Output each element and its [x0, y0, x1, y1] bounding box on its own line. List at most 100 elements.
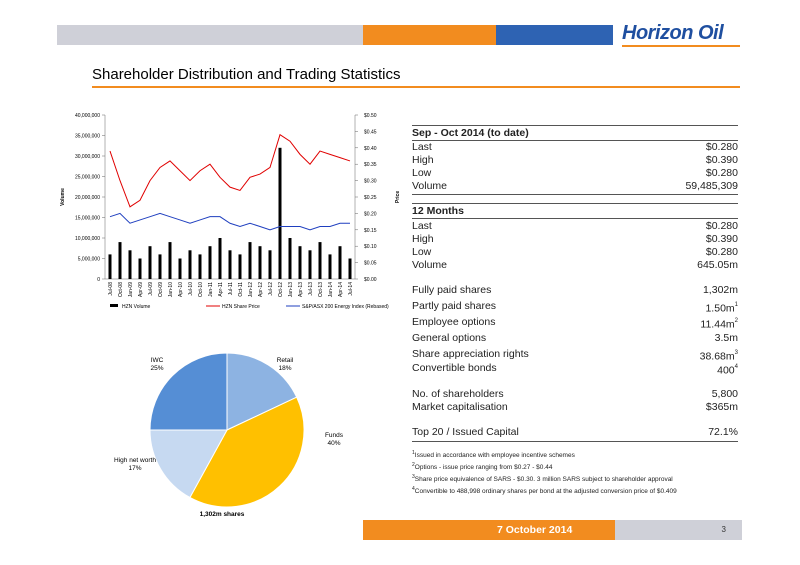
stat-label: General options [412, 332, 487, 344]
section-heading: Sep - Oct 2014 (to date) [412, 127, 529, 139]
stat-value-text: 3.5m [714, 332, 738, 344]
volume-bar [338, 246, 342, 279]
table-rule [412, 218, 738, 219]
volume-bar [188, 250, 192, 279]
stat-value-text: $0.280 [705, 141, 738, 153]
x-tick-label: Oct-13 [318, 282, 324, 297]
pie-label: IWC [151, 357, 164, 364]
x-tick-label: Apr-11 [218, 282, 224, 297]
stat-value-text: $0.280 [705, 167, 738, 179]
x-tick-label: Jul-11 [228, 282, 234, 295]
stat-label: Employee options [412, 316, 496, 328]
x-tick-label: Jul-14 [348, 282, 354, 296]
stat-value-text: 38.68m [699, 350, 735, 363]
stat-value: $0.280 [706, 220, 738, 233]
pie-value-label: 25% [150, 365, 163, 372]
stat-value: 1,302m [703, 284, 738, 297]
volume-bar [218, 238, 222, 279]
y2-tick-label: $0.25 [364, 195, 377, 201]
y-tick-label: 35,000,000 [75, 134, 100, 140]
pie-label: High net worth [114, 457, 156, 464]
x-tick-label: Jan-10 [168, 282, 174, 298]
volume-bar [178, 258, 182, 279]
x-tick-label: Jul-10 [188, 282, 194, 296]
y2-tick-label: $0.20 [364, 211, 377, 217]
stat-value: $0.390 [706, 154, 738, 167]
footnote-text: Issued in accordance with employee incen… [414, 452, 575, 460]
y-tick-label: 40,000,000 [75, 113, 100, 119]
stat-row: Volume 59,485,309 [412, 180, 738, 193]
stat-row: Last $0.280 [412, 220, 738, 233]
x-tick-label: Jul-09 [148, 282, 154, 296]
volume-bar [298, 246, 302, 279]
volume-bar [208, 246, 212, 279]
x-tick-label: Oct-11 [238, 282, 244, 297]
y-tick-label: 30,000,000 [75, 154, 100, 160]
stat-value-text: 645.05m [697, 259, 738, 271]
volume-bar [158, 254, 162, 279]
stat-value: $0.280 [706, 141, 738, 154]
footnote-number: 3 [412, 474, 415, 480]
stat-label: Volume [412, 259, 448, 271]
stat-row: Employee options 11.44m2 [412, 316, 738, 332]
x-tick-label: Apr-10 [178, 282, 184, 297]
volume-bar [268, 250, 272, 279]
volume-bar [168, 242, 172, 279]
stat-label: Market capitalisation [412, 401, 508, 413]
table-rule [412, 203, 738, 204]
stat-value-text: 400 [717, 364, 735, 377]
x-tick-label: Oct-10 [198, 282, 204, 297]
top-bar-blue [496, 25, 613, 45]
pie-label: Funds [325, 432, 344, 439]
stat-label: Volume [412, 180, 448, 192]
y-axis-label: Volume [60, 188, 66, 206]
footnote-ref: 3 [734, 350, 738, 356]
x-tick-label: Apr-14 [338, 282, 344, 297]
stat-value: 11.44m2 [700, 316, 738, 332]
x-tick-label: Oct-08 [118, 282, 124, 297]
volume-bar [288, 238, 292, 279]
x-tick-label: Jan-14 [328, 282, 334, 298]
footnote: 4Convertible to 488,998 ordinary shares … [412, 486, 677, 495]
x-tick-label: Jan-13 [288, 282, 294, 298]
y2-axis-label: Price [395, 191, 401, 203]
y-tick-label: 5,000,000 [78, 257, 100, 263]
stat-value-text: 1,302m [702, 284, 738, 296]
legend-label: S&P/ASX 200 Energy Index (Rebased) [302, 304, 389, 310]
stat-label: No. of shareholders [412, 388, 504, 400]
stat-row: Fully paid shares 1,302m [412, 284, 738, 297]
footnote-ref: 1 [734, 302, 738, 308]
x-tick-label: Jul-13 [308, 282, 314, 296]
stat-row: Volume 645.05m [412, 259, 738, 272]
stat-label: Partly paid shares [412, 300, 497, 312]
stat-row: Convertible bonds 4004 [412, 362, 738, 377]
x-tick-label: Apr-12 [258, 282, 264, 297]
x-tick-label: Jan-11 [208, 282, 214, 297]
stat-label: Last [412, 220, 432, 232]
y-tick-label: 15,000,000 [75, 216, 100, 222]
stat-value: 59,485,309 [685, 180, 738, 193]
slide-title: Shareholder Distribution and Trading Sta… [92, 66, 401, 83]
pie-value-label: 18% [278, 365, 291, 372]
stat-row: No. of shareholders 5,800 [412, 388, 738, 401]
stat-row: Top 20 / Issued Capital 72.1% [412, 426, 738, 439]
volume-bar [148, 246, 152, 279]
stat-value: $0.280 [706, 246, 738, 259]
y-tick-label: 0 [97, 277, 100, 283]
pie-value-label: 17% [128, 465, 141, 472]
stat-row: Partly paid shares 1.50m1 [412, 300, 738, 316]
stat-value-text: $0.390 [705, 233, 738, 245]
stat-value: 5,800 [712, 388, 738, 401]
stat-value: $0.390 [706, 233, 738, 246]
price-line [109, 212, 350, 231]
stat-value-text: 72.1% [708, 426, 738, 438]
legend-label: HZN Volume [122, 304, 151, 310]
volume-bar [318, 242, 322, 279]
y2-tick-label: $0.45 [364, 129, 377, 135]
x-tick-label: Jul-08 [108, 282, 114, 296]
volume-bar [128, 250, 132, 279]
volume-bar [198, 254, 202, 279]
stat-value: 1.50m1 [705, 300, 738, 316]
